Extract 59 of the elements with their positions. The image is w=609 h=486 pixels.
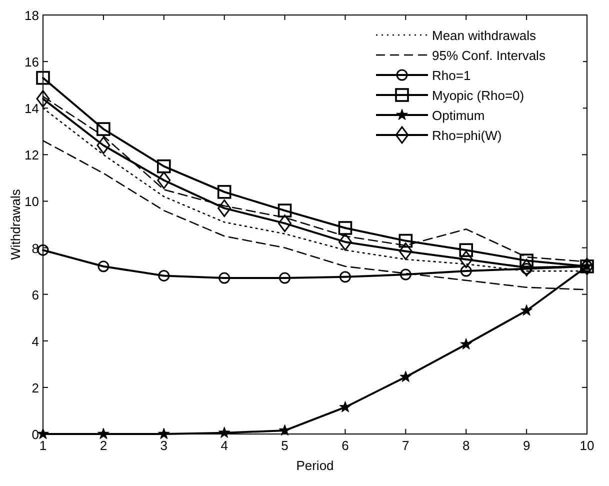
y-tick-label: 12	[24, 148, 39, 163]
point	[96, 136, 110, 154]
x-tick-label: 1	[39, 438, 47, 453]
point	[279, 272, 291, 284]
point	[218, 199, 232, 217]
point	[520, 254, 534, 268]
point	[338, 221, 352, 235]
point	[96, 122, 110, 136]
point	[520, 304, 533, 316]
x-tick-label: 9	[522, 438, 530, 453]
y-tick-label: 10	[24, 194, 39, 210]
legend-label: Myopic (Rho=0)	[432, 88, 524, 103]
point	[158, 428, 170, 440]
point	[400, 370, 412, 382]
y-tick-label: 2	[32, 380, 39, 396]
y-tick-label: 14	[24, 101, 39, 116]
y-axis-title: Withdrawals	[8, 188, 23, 260]
legend-label: Rho=phi(W)	[432, 128, 502, 143]
point	[157, 172, 171, 190]
x-tick-label: 6	[342, 438, 349, 453]
point	[398, 234, 413, 248]
point	[278, 204, 292, 218]
point	[339, 400, 352, 412]
point	[36, 70, 50, 85]
point	[278, 424, 291, 436]
legend-label: Rho=1	[432, 68, 471, 83]
point	[278, 214, 292, 232]
x-axis-title: Period	[296, 458, 334, 473]
legend-label: 95% Conf. Intervals	[432, 48, 546, 63]
point	[338, 233, 352, 251]
point	[459, 243, 474, 258]
x-tick-label: 4	[220, 438, 228, 453]
point	[460, 265, 472, 277]
y-tick-label: 6	[32, 287, 39, 302]
point	[398, 242, 412, 260]
x-tick-label: 3	[160, 438, 168, 453]
point	[339, 271, 351, 283]
x-tick-label: 5	[281, 438, 288, 453]
point	[400, 268, 412, 280]
legend-label: Optimum	[432, 108, 485, 123]
point	[37, 244, 49, 256]
point	[217, 185, 232, 199]
point	[460, 338, 472, 350]
point	[218, 426, 230, 438]
point	[459, 250, 473, 268]
x-tick-label: 2	[100, 438, 108, 453]
y-tick-label: 16	[24, 54, 39, 70]
y-tick-label: 4	[32, 334, 39, 349]
point	[218, 272, 230, 284]
point	[98, 260, 110, 272]
point	[158, 270, 170, 282]
y-tick-label: 18	[24, 8, 39, 23]
legend-label: Mean withdrawals	[432, 28, 537, 43]
x-tick-label: 8	[462, 438, 470, 453]
x-tick-label: 10	[580, 438, 594, 453]
y-tick-label: 0	[32, 427, 39, 442]
point	[156, 159, 171, 174]
x-tick-label: 7	[402, 438, 410, 453]
point	[97, 428, 110, 440]
